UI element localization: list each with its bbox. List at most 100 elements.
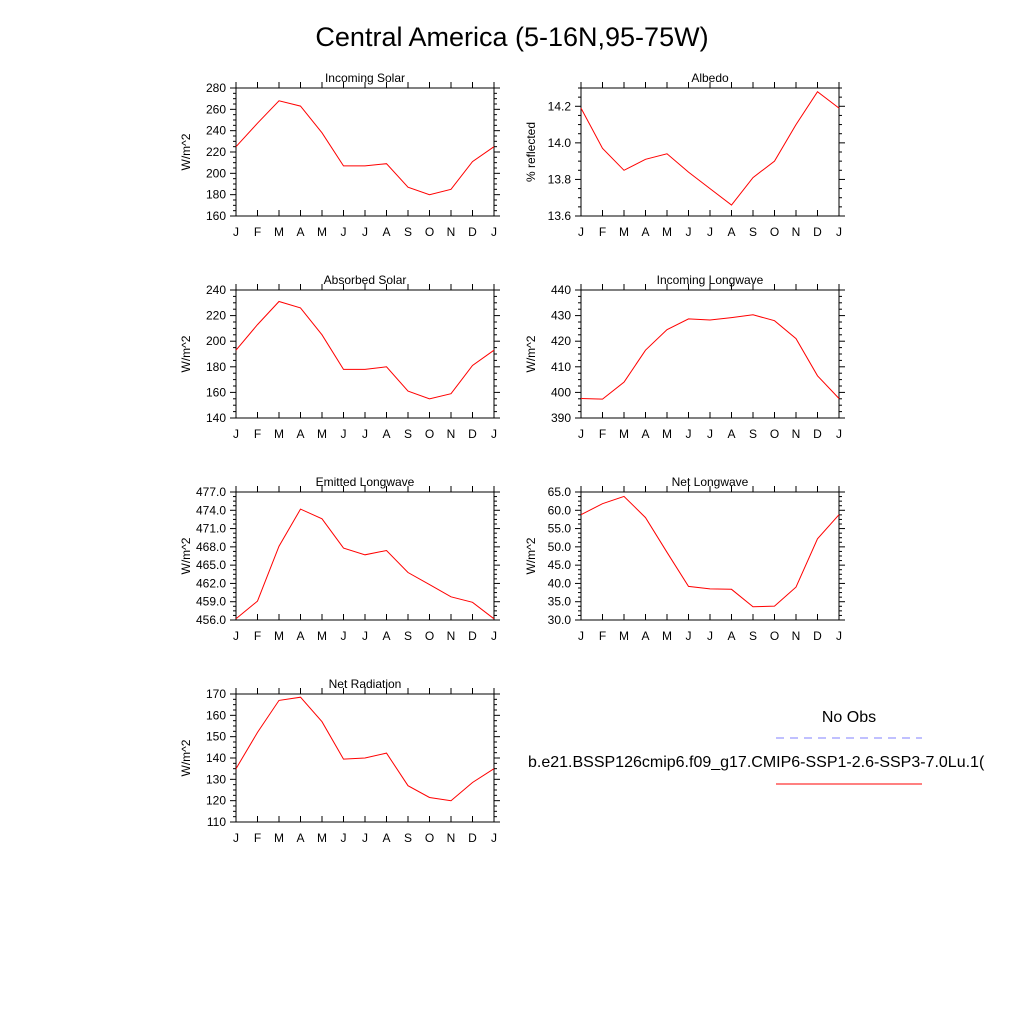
x-tick-label: A [641,629,649,643]
x-tick-label: M [274,225,284,239]
y-tick-label: 420 [551,334,571,348]
y-tick-label: 465.0 [196,558,226,572]
series-line [580,90,840,206]
x-tick-label: M [274,427,284,441]
x-tick-label: N [792,427,801,441]
x-tick-label: N [447,225,456,239]
y-tick-label: 140 [206,411,226,425]
x-tick-label: J [341,629,347,643]
x-tick-label: F [254,629,261,643]
y-tick-label: 170 [206,687,226,701]
x-tick-label: N [792,629,801,643]
x-tick-label: N [447,831,456,845]
panel-emitted-longwave: Emitted Longwave 456.0 459.0 462.0 465.0 468.… [179,475,500,643]
x-tick-label: M [317,225,327,239]
x-tick-label: J [686,225,692,239]
x-tick-label: M [619,427,629,441]
plot-frame [235,87,495,217]
x-tick-label: A [727,427,735,441]
x-tick-label: N [792,225,801,239]
y-axis-label: W/m^2 [524,537,538,574]
x-tick-label: O [425,427,434,441]
x-tick-label: A [727,629,735,643]
y-tick-label: 200 [206,334,226,348]
x-tick-label: M [274,831,284,845]
y-tick-label: 60.0 [548,503,572,517]
series-line [235,508,495,620]
series-line [580,495,840,608]
x-tick-label: J [233,629,239,643]
y-tick-label: 40.0 [548,576,572,590]
series-line [235,300,495,400]
y-tick-label: 35.0 [548,595,572,609]
x-tick-label: J [707,427,713,441]
panel-title: Net Radiation [329,677,402,691]
y-tick-label: 30.0 [548,613,572,627]
y-tick-label: 160 [206,708,226,722]
series-line [580,314,840,400]
x-tick-label: D [468,831,477,845]
legend-model-label: b.e21.BSSP126cmip6.f09_g17.CMIP6-SSP1-2.… [528,754,985,771]
y-tick-label: 410 [551,360,571,374]
x-tick-label: J [836,427,842,441]
panel-title: Absorbed Solar [324,273,407,287]
y-axis-label: % reflected [524,122,538,182]
x-tick-label: O [770,427,779,441]
x-tick-label: F [254,427,261,441]
x-tick-label: S [749,427,757,441]
x-tick-label: S [404,427,412,441]
legend: No Obs b.e21.BSSP126cmip6.f09_g17.CMIP6-… [528,709,985,785]
x-tick-label: S [404,225,412,239]
y-tick-label: 55.0 [548,522,572,536]
x-tick-label: O [425,629,434,643]
y-tick-label: 260 [206,102,226,116]
x-tick-label: O [425,831,434,845]
series-line [235,696,495,802]
y-tick-label: 13.8 [548,172,572,186]
x-tick-label: S [749,629,757,643]
x-tick-label: J [341,427,347,441]
x-tick-label: M [619,225,629,239]
y-tick-label: 13.6 [548,209,572,223]
x-tick-label: M [274,629,284,643]
y-axis-label: W/m^2 [179,133,193,170]
x-tick-label: M [662,225,672,239]
x-tick-label: J [341,225,347,239]
y-tick-label: 180 [206,188,226,202]
x-tick-label: A [382,831,390,845]
x-tick-label: J [578,629,584,643]
x-tick-label: J [707,629,713,643]
x-tick-label: J [362,225,368,239]
y-tick-label: 160 [206,209,226,223]
x-tick-label: J [491,831,497,845]
x-tick-label: A [296,225,304,239]
y-tick-label: 390 [551,411,571,425]
x-tick-label: J [491,629,497,643]
panel-net-longwave: Net Longwave 30.0 35.0 40.0 45.0 50.0 55.0 60.0… [524,475,845,643]
y-tick-label: 400 [551,385,571,399]
x-tick-label: M [317,629,327,643]
x-tick-label: M [317,427,327,441]
y-tick-label: 471.0 [196,522,226,536]
x-tick-label: O [425,225,434,239]
x-tick-label: F [254,225,261,239]
x-tick-label: J [578,225,584,239]
x-tick-label: J [836,225,842,239]
y-tick-label: 14.2 [548,99,572,113]
y-axis-label: W/m^2 [179,335,193,372]
x-tick-label: A [296,427,304,441]
y-tick-label: 150 [206,730,226,744]
y-axis-label: W/m^2 [524,335,538,372]
x-tick-label: F [254,831,261,845]
x-tick-label: D [813,629,822,643]
x-tick-label: J [686,629,692,643]
x-tick-label: J [233,427,239,441]
plot-frame [580,289,840,419]
x-tick-label: F [599,225,606,239]
y-tick-label: 65.0 [548,485,572,499]
y-tick-label: 120 [206,794,226,808]
